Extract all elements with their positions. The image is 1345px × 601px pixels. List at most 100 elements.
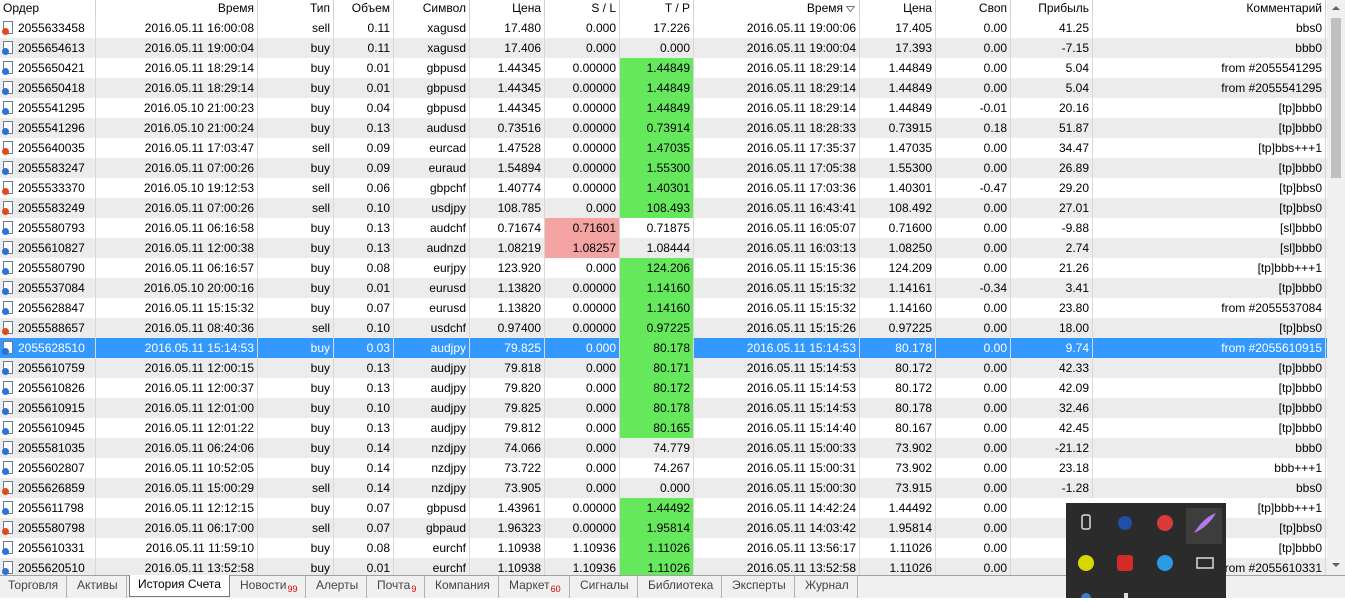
order-icon <box>2 21 13 35</box>
order-type-dot <box>2 488 9 495</box>
column-header[interactable]: Тип <box>258 0 334 18</box>
column-header[interactable]: Цена <box>470 0 545 18</box>
table-cell: 0.11 <box>334 18 394 38</box>
table-cell: [sl]bbb0 <box>1093 238 1326 258</box>
table-row[interactable]: 2055650418 2016.05.11 18:29:14 buy 0.01 gbpu… <box>0 78 1327 98</box>
order-icon <box>2 401 13 415</box>
table-cell: from #2055537084 <box>1093 298 1326 318</box>
column-header[interactable]: Время <box>694 0 860 18</box>
table-row[interactable]: 2055580798 2016.05.11 06:17:00 sell 0.07 gbp… <box>0 518 1327 538</box>
order-icon <box>2 321 13 335</box>
table-cell: 2016.05.11 12:00:15 <box>96 358 258 378</box>
tray-icon[interactable] <box>1157 555 1173 571</box>
table-cell: 0.000 <box>545 38 620 58</box>
tab[interactable]: Маркет60 <box>501 576 570 598</box>
order-type-dot <box>2 448 9 455</box>
table-cell: 23.18 <box>1011 458 1093 478</box>
table-row[interactable]: 2055580793 2016.05.11 06:16:58 buy 0.13 audc… <box>0 218 1327 238</box>
order-type-dot <box>2 408 9 415</box>
table-cell: -0.34 <box>936 278 1011 298</box>
table-cell: 1.08257 <box>545 238 620 258</box>
table-cell: [tp]bbb0 <box>1093 378 1326 398</box>
column-header[interactable]: Ордер <box>0 0 96 18</box>
table-row[interactable]: 2055610759 2016.05.11 12:00:15 buy 0.13 audj… <box>0 358 1327 378</box>
table-cell: 123.920 <box>470 258 545 278</box>
table-row[interactable]: 2055610826 2016.05.11 12:00:37 buy 0.13 audj… <box>0 378 1327 398</box>
table-row[interactable]: 2055541296 2016.05.10 21:00:24 buy 0.13 audu… <box>0 118 1327 138</box>
column-header[interactable]: Символ <box>394 0 470 18</box>
tab[interactable]: История Счета <box>129 575 230 597</box>
table-row[interactable]: 2055583247 2016.05.11 07:00:26 buy 0.09 eura… <box>0 158 1327 178</box>
table-row[interactable]: 2055620510 2016.05.11 13:52:58 buy 0.01 eurc… <box>0 558 1327 575</box>
tab[interactable]: Компания <box>427 576 499 598</box>
table-cell: 2016.05.11 15:15:26 <box>694 318 860 338</box>
table-cell: sell <box>258 178 334 198</box>
tab[interactable]: Алерты <box>308 576 368 598</box>
table-row[interactable]: 2055626859 2016.05.11 15:00:29 sell 0.14 nzd… <box>0 478 1327 498</box>
tab[interactable]: Новости99 <box>232 576 307 598</box>
table-cell: 0.00 <box>936 418 1011 438</box>
table-cell: 1.08250 <box>860 238 936 258</box>
table-cell: bbs0 <box>1093 478 1326 498</box>
sort-arrow <box>846 6 855 12</box>
tab[interactable]: Сигналы <box>572 576 638 598</box>
table-row[interactable]: 2055610827 2016.05.11 12:00:38 buy 0.13 audn… <box>0 238 1327 258</box>
scrollbar[interactable] <box>1327 0 1345 575</box>
tray-icon[interactable] <box>1157 515 1173 531</box>
table-cell: euraud <box>394 158 470 178</box>
column-header[interactable]: T / P <box>620 0 694 18</box>
table-row[interactable]: 2055611798 2016.05.11 12:12:15 buy 0.07 gbpu… <box>0 498 1327 518</box>
table-row[interactable]: 2055581035 2016.05.11 06:24:06 buy 0.14 nzdj… <box>0 438 1327 458</box>
table-row[interactable]: 2055580790 2016.05.11 06:16:57 buy 0.08 eurj… <box>0 258 1327 278</box>
table-cell: 17.406 <box>470 38 545 58</box>
table-cell: [tp]bbs0 <box>1093 318 1326 338</box>
tray-icon[interactable] <box>1117 555 1133 571</box>
column-header[interactable]: Своп <box>936 0 1011 18</box>
tab[interactable]: Почта9 <box>369 576 426 598</box>
table-cell: 1.44849 <box>860 58 936 78</box>
tab[interactable]: Библиотека <box>640 576 723 598</box>
column-header[interactable]: Время <box>96 0 258 18</box>
column-header[interactable]: S / L <box>545 0 620 18</box>
table-row[interactable]: 2055633458 2016.05.11 16:00:08 sell 0.11 xag… <box>0 18 1327 38</box>
table-cell: 1.44345 <box>470 98 545 118</box>
table-cell: 42.45 <box>1011 418 1093 438</box>
table-cell: [sl]bbb0 <box>1093 218 1326 238</box>
column-header[interactable]: Комментарий <box>1093 0 1326 18</box>
tray-icon[interactable] <box>1194 513 1216 533</box>
tab[interactable]: Журнал <box>797 576 858 598</box>
table-row[interactable]: 2055610915 2016.05.11 12:01:00 buy 0.10 audj… <box>0 398 1327 418</box>
table-row[interactable]: 2055541295 2016.05.10 21:00:23 buy 0.04 gbpu… <box>0 98 1327 118</box>
table-cell: audchf <box>394 218 470 238</box>
tray-icon[interactable] <box>1196 557 1214 569</box>
usb-icon[interactable] <box>1081 514 1091 530</box>
table-row[interactable]: 2055588657 2016.05.11 08:40:36 sell 0.10 usd… <box>0 318 1327 338</box>
table-row[interactable]: 2055628510 2016.05.11 15:14:53 buy 0.03 audj… <box>0 338 1327 358</box>
table-cell: 1.96323 <box>470 518 545 538</box>
table-row[interactable]: 2055628847 2016.05.11 15:15:32 buy 0.07 euru… <box>0 298 1327 318</box>
table-row[interactable]: 2055610331 2016.05.11 11:59:10 buy 0.08 eurc… <box>0 538 1327 558</box>
table-row[interactable]: 2055654613 2016.05.11 19:00:04 buy 0.11 xagu… <box>0 38 1327 58</box>
table-row[interactable]: 2055537084 2016.05.10 20:00:16 buy 0.01 euru… <box>0 278 1327 298</box>
column-header[interactable]: Прибыль <box>1011 0 1093 18</box>
tab[interactable]: Торговля <box>0 576 68 598</box>
table-row[interactable]: 2055533370 2016.05.10 19:12:53 sell 0.06 gbp… <box>0 178 1327 198</box>
tab[interactable]: Эксперты <box>724 576 795 598</box>
table-row[interactable]: 2055640035 2016.05.11 17:03:47 sell 0.09 eur… <box>0 138 1327 158</box>
scroll-thumb[interactable] <box>1331 18 1341 178</box>
table-row[interactable]: 2055602807 2016.05.11 10:52:05 buy 0.14 nzdj… <box>0 458 1327 478</box>
table-cell: 0.13 <box>334 118 394 138</box>
table-row[interactable]: 2055610945 2016.05.11 12:01:22 buy 0.13 audj… <box>0 418 1327 438</box>
tab-label: Эксперты <box>732 578 786 592</box>
tray-icon[interactable] <box>1078 555 1094 571</box>
table-cell: 1.10938 <box>470 538 545 558</box>
table-cell: 1.44849 <box>620 78 694 98</box>
table-cell: 0.73516 <box>470 118 545 138</box>
tray-icon[interactable] <box>1118 516 1132 530</box>
table-row[interactable]: 2055583249 2016.05.11 07:00:26 sell 0.10 usd… <box>0 198 1327 218</box>
column-header[interactable]: Объем <box>334 0 394 18</box>
column-header[interactable]: Цена <box>860 0 936 18</box>
tab[interactable]: Активы <box>69 576 127 598</box>
table-cell: buy <box>258 218 334 238</box>
table-row[interactable]: 2055650421 2016.05.11 18:29:14 buy 0.01 gbpu… <box>0 58 1327 78</box>
